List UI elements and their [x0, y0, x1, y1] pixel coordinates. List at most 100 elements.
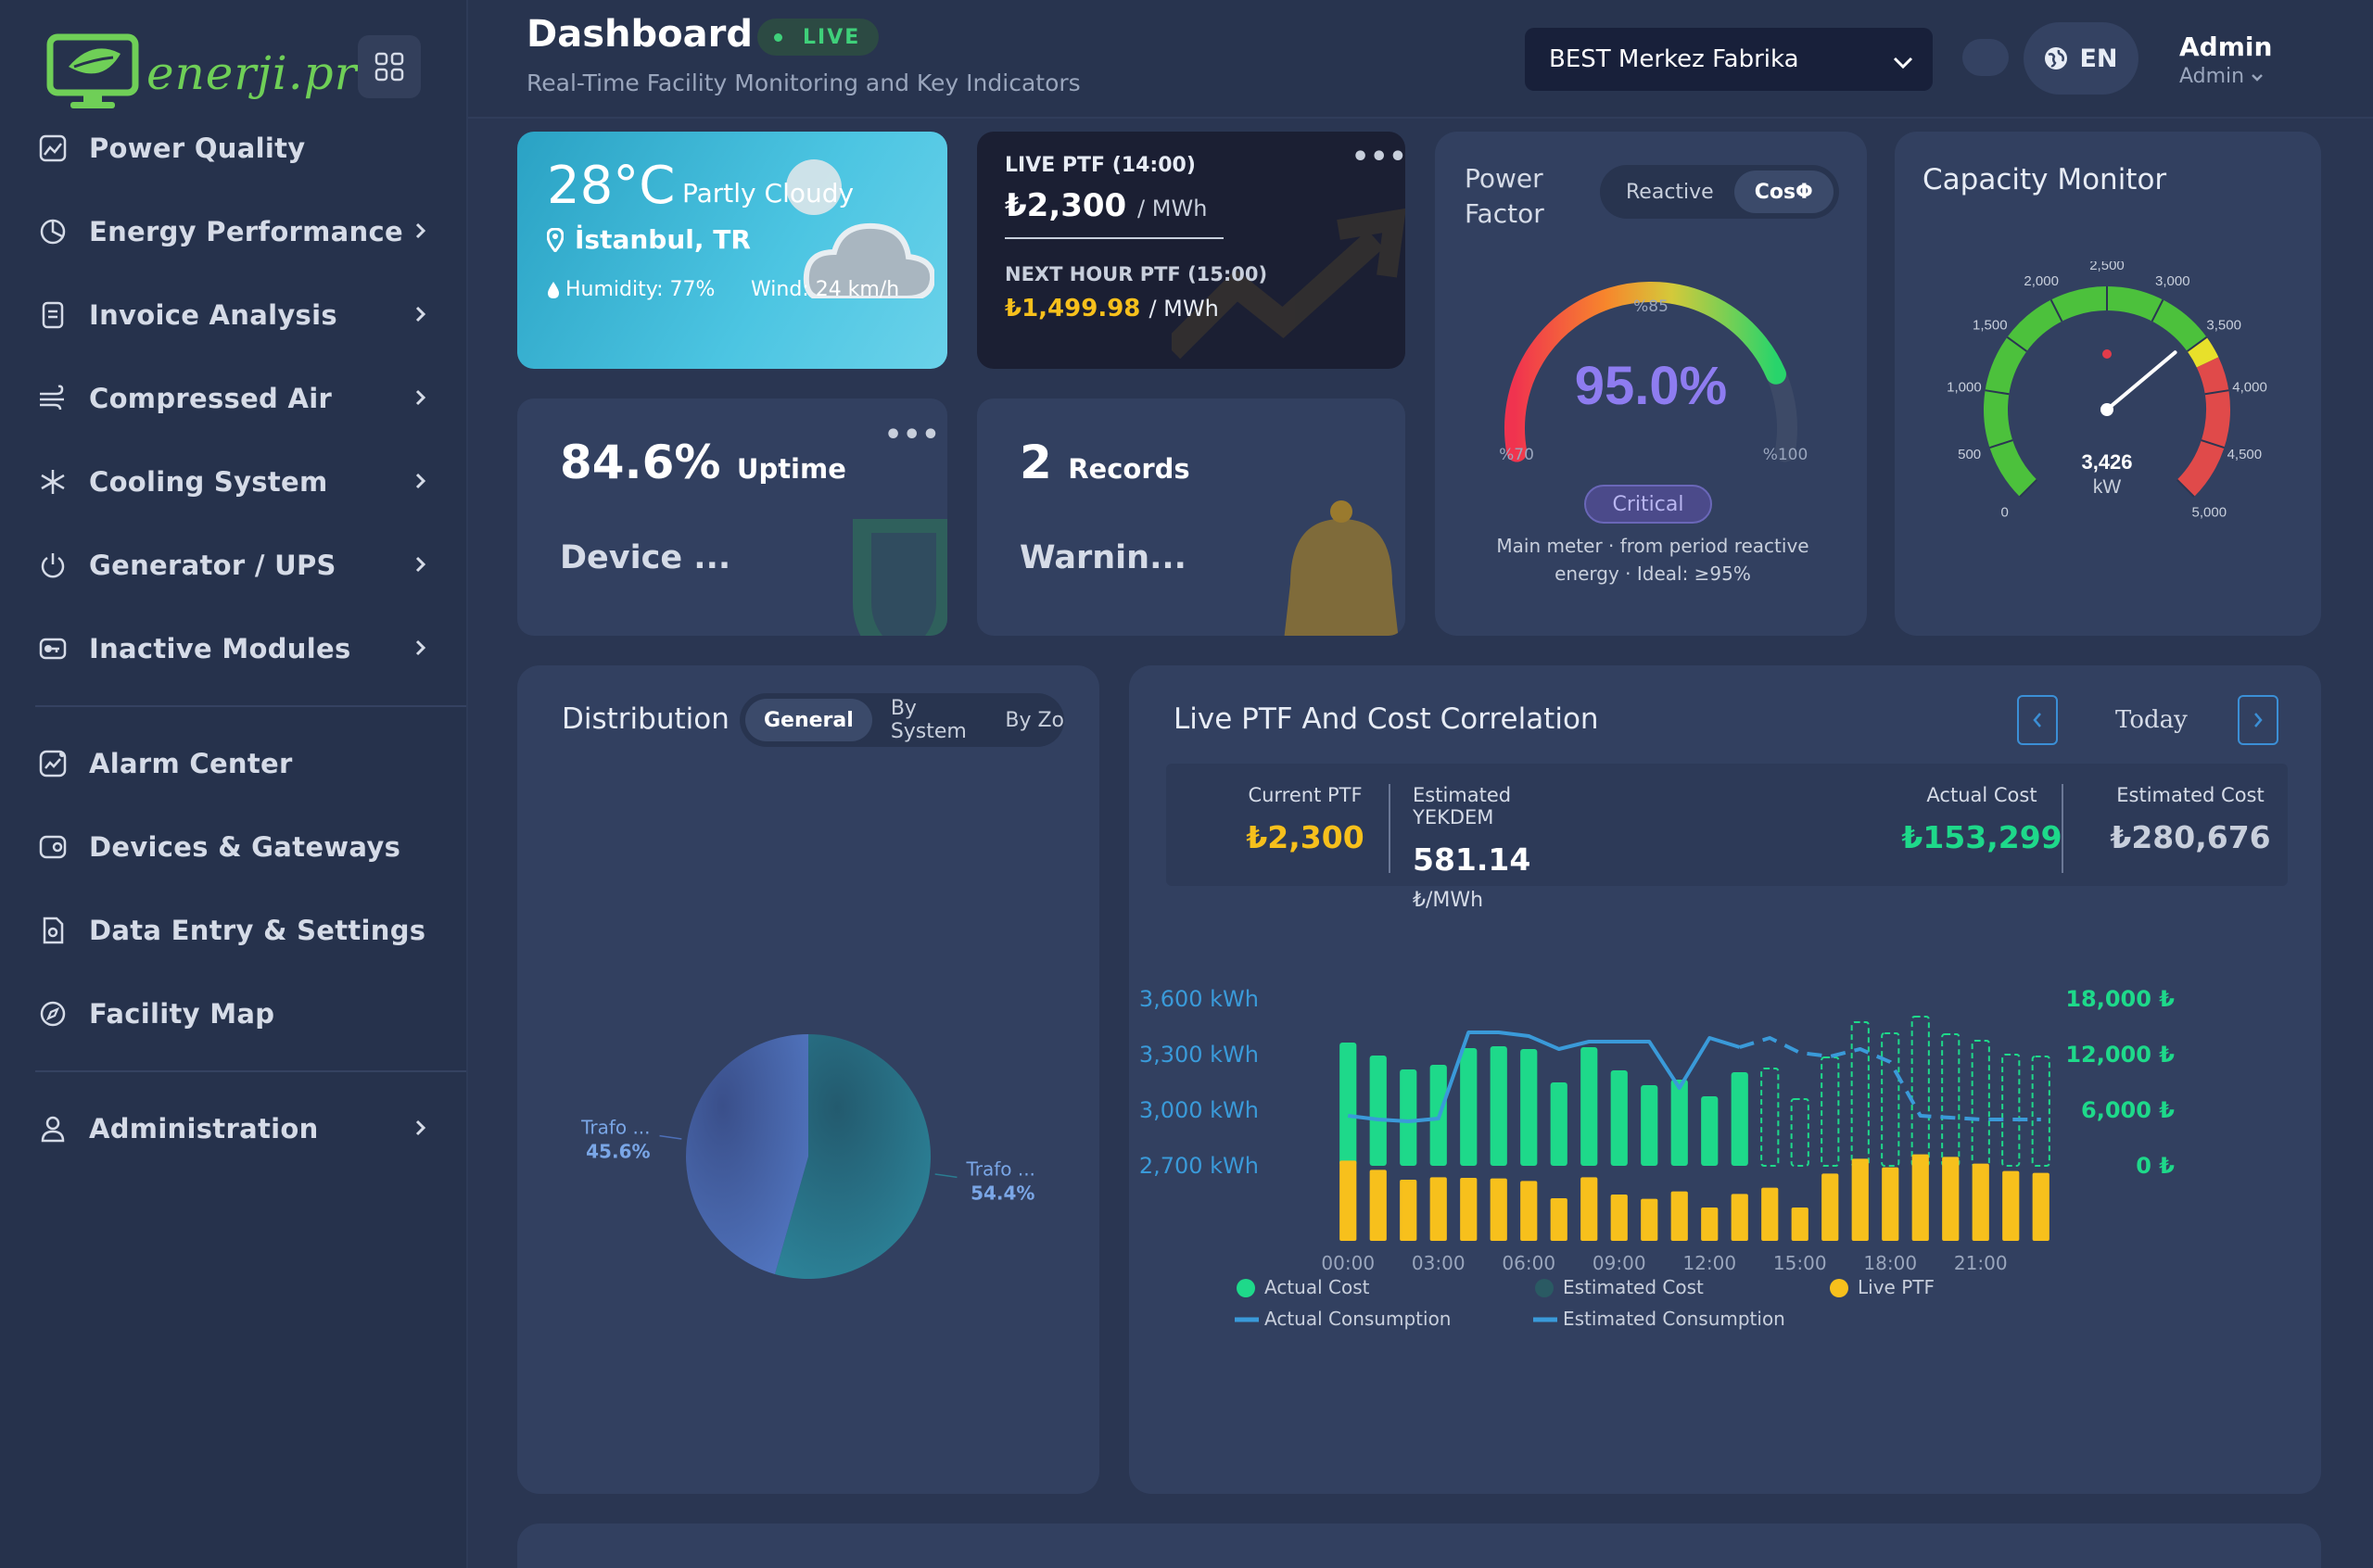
sidebar-item-label: Inactive Modules — [89, 633, 351, 664]
capacity-value: 3,426 — [2081, 450, 2132, 474]
power-factor-note: Main meter · from period reactive energy… — [1496, 535, 1809, 585]
capacity-tick — [2176, 478, 2195, 498]
next-day-button[interactable] — [2238, 695, 2278, 745]
sidebar-item-administration[interactable]: Administration — [35, 1101, 434, 1157]
apps-grid-button[interactable] — [358, 35, 421, 98]
language-button[interactable]: EN — [2024, 22, 2138, 95]
user-name[interactable]: Admin — [2179, 32, 2273, 62]
tab-cosphi[interactable]: CosΦ — [1733, 171, 1834, 213]
live-ptf-bar — [1641, 1198, 1658, 1241]
chevron-right-icon — [413, 219, 428, 247]
sidebar-item-cooling-system[interactable]: Cooling System — [35, 454, 434, 510]
chevron-down-icon — [1892, 50, 1914, 78]
pie-slice — [774, 1034, 931, 1279]
actual-cost-bar — [1610, 1070, 1628, 1166]
kpi-value: 581.14 — [1413, 841, 1531, 878]
chevron-right-icon — [413, 552, 428, 580]
energy-performance-icon — [35, 214, 70, 249]
tab-by-system[interactable]: By System — [890, 697, 967, 743]
live-ptf-bar — [1400, 1180, 1417, 1241]
distribution-card: Distribution General By System By Zo Tra… — [517, 665, 1099, 1494]
power-factor-value: 95.0% — [1575, 356, 1727, 416]
estimated-cost-bar — [1971, 1040, 1990, 1167]
records-value: 2 Records — [1020, 436, 1190, 489]
x-tick-label: 18:00 — [1863, 1252, 1917, 1274]
sidebar-item-label: Facility Map — [89, 998, 275, 1030]
sidebar-item-invoice-analysis[interactable]: Invoice Analysis — [35, 287, 434, 343]
user-icon — [35, 1111, 70, 1146]
records-card[interactable]: 2 Records Warnin... — [977, 398, 1405, 636]
sidebar-item-facility-map[interactable]: Facility Map — [35, 986, 434, 1042]
y-right-tick-label: 18,000 ₺ — [2065, 986, 2175, 1012]
tab-general[interactable]: General — [745, 699, 872, 741]
ptf-card: LIVE PTF (14:00) ••• ₺2,300 / MWh NEXT H… — [977, 132, 1405, 369]
chevron-right-icon — [413, 1116, 428, 1144]
sidebar-divider — [35, 705, 466, 707]
power-quality-icon — [35, 131, 70, 166]
kpi-estimated-cost: Estimated Cost ₺280,676 — [2084, 784, 2297, 855]
user-role[interactable]: Admin — [2179, 65, 2264, 88]
legend-label: Actual Cost — [1264, 1276, 1370, 1298]
logo-text: enerji.pro — [146, 46, 387, 100]
y-left-tick-label: 2,700 kWh — [1139, 1153, 1259, 1179]
sidebar-item-power-quality[interactable]: Power Quality — [35, 120, 434, 176]
capacity-tick-label: 2,000 — [2024, 273, 2059, 289]
previous-day-button[interactable] — [2017, 695, 2058, 745]
x-tick-label: 15:00 — [1773, 1252, 1827, 1274]
bottom-card — [517, 1524, 2321, 1568]
kpi-label: Current PTF — [1248, 784, 1363, 806]
estimated-cost-bar — [1760, 1068, 1780, 1167]
sidebar-item-compressed-air[interactable]: Compressed Air — [35, 371, 434, 426]
more-options-icon[interactable]: ••• — [1351, 141, 1405, 173]
language-label: EN — [2079, 44, 2118, 73]
pie-percent-label: 45.6% — [586, 1141, 650, 1163]
tab-reactive[interactable]: Reactive — [1626, 180, 1714, 204]
legend-swatch — [1237, 1279, 1255, 1297]
estimated-cost-bar — [1821, 1056, 1840, 1167]
sidebar-item-generator-ups[interactable]: Generator / UPS — [35, 537, 434, 593]
live-badge: LIVE — [757, 19, 880, 56]
live-ptf-bar — [1701, 1208, 1719, 1241]
sidebar-item-inactive-modules[interactable]: Inactive Modules — [35, 621, 434, 677]
logo[interactable]: enerji.pro — [46, 33, 387, 113]
y-right-tick-label: 6,000 ₺ — [2081, 1097, 2175, 1123]
power-factor-arc — [1504, 282, 1786, 462]
sidebar-item-energy-performance[interactable]: Energy Performance — [35, 204, 434, 259]
tab-by-zone[interactable]: By Zo — [1005, 708, 1064, 732]
x-tick-label: 06:00 — [1502, 1252, 1555, 1274]
live-ptf-bar — [1972, 1163, 1989, 1241]
capacity-tick — [2204, 389, 2229, 396]
weather-condition: Partly Cloudy — [682, 178, 855, 209]
kpi-label: Estimated YEKDEM — [1413, 784, 1512, 828]
live-ptf-bar — [1369, 1170, 1387, 1241]
chevron-down-icon — [2252, 74, 2264, 82]
sidebar-item-devices-gateways[interactable]: Devices & Gateways — [35, 819, 434, 875]
period-label: Today — [2115, 706, 2188, 734]
status-badge: Critical — [1584, 485, 1712, 524]
sidebar-item-data-entry-settings[interactable]: Data Entry & Settings — [35, 903, 434, 958]
sidebar-item-label: Generator / UPS — [89, 550, 336, 581]
divider — [1005, 237, 1224, 239]
sidebar-item-label: Invoice Analysis — [89, 299, 337, 331]
capacity-tick-label: 2,500 — [2089, 261, 2125, 273]
pie-leader-line — [659, 1134, 682, 1140]
capacity-tick — [1989, 439, 2013, 449]
user-role-label: Admin — [2179, 65, 2245, 88]
capacity-tick — [2151, 299, 2164, 322]
uptime-card[interactable]: ••• 84.6% Uptime Device ... — [517, 398, 947, 636]
power-factor-title-line1: Power — [1465, 163, 1543, 194]
capacity-tick-label: 1,000 — [1947, 380, 1982, 396]
uptime-unit: Uptime — [736, 453, 846, 485]
more-options-icon[interactable]: ••• — [884, 419, 941, 451]
estimated-consumption-line — [1739, 1036, 2041, 1121]
sidebar-item-alarm-center[interactable]: Alarm Center — [35, 736, 434, 791]
estimated-cost-bar — [1850, 1021, 1870, 1167]
y-right-tick-label: 0 ₺ — [2136, 1153, 2175, 1179]
kpi-actual-cost: Actual Cost ₺153,299 — [1871, 784, 2093, 855]
capacity-tick — [2006, 336, 2028, 352]
theme-toggle[interactable] — [1962, 39, 2009, 76]
x-tick-label: 09:00 — [1593, 1252, 1646, 1274]
facility-select[interactable]: BEST Merkez Fabrika — [1525, 28, 1933, 91]
actual-cost-bar — [1580, 1047, 1598, 1166]
sidebar-item-label: Power Quality — [89, 133, 306, 164]
